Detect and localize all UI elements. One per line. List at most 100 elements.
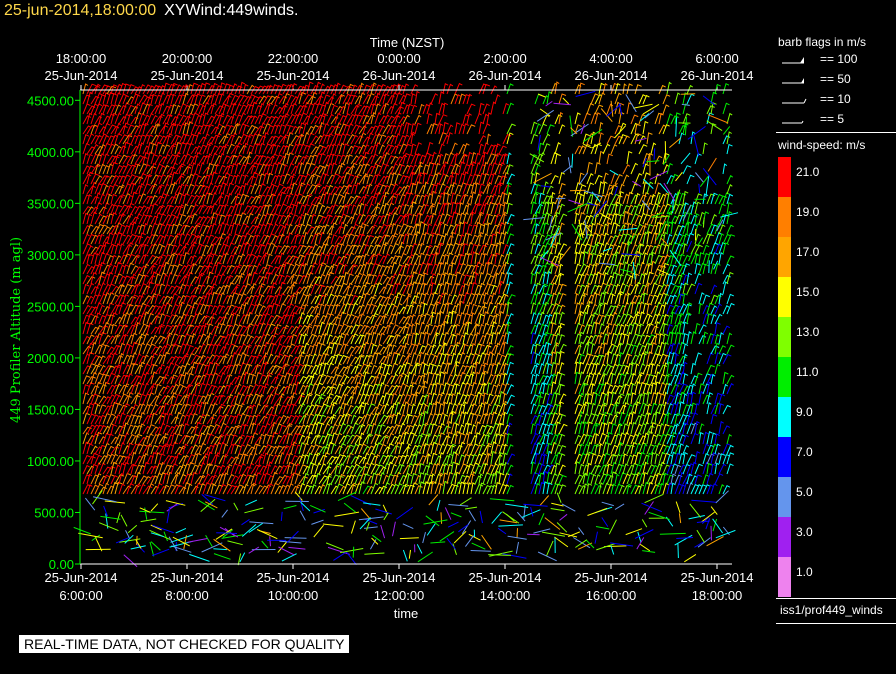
wind-barb: [270, 162, 278, 175]
wind-barb: [290, 292, 297, 305]
wind-barb: [226, 213, 233, 225]
wind-barb: [346, 363, 353, 375]
wind-barb: [306, 364, 314, 375]
wind-barb: [590, 342, 596, 355]
wind-barb: [354, 436, 363, 445]
wind-barb: [246, 335, 254, 345]
wind-barb: [338, 473, 346, 485]
wind-barb: [246, 144, 253, 155]
wind-barb: [166, 285, 176, 295]
wind-barb: [310, 165, 319, 175]
wind-barb: [134, 176, 144, 185]
wind-barb: [362, 303, 372, 315]
wind-barb: [90, 414, 99, 425]
wind-barb: [178, 464, 187, 475]
wind-barb: [326, 84, 335, 95]
wind-barb: [322, 235, 332, 245]
wind-barb: [94, 223, 104, 235]
wind-barb: [230, 352, 237, 365]
wind-barb: [146, 304, 156, 315]
wind-barb: [386, 244, 394, 255]
wind-barb: [310, 444, 319, 455]
wind-barb: [238, 174, 246, 185]
wind-barb: [146, 281, 154, 295]
wind-barb: [142, 133, 150, 145]
wind-barb: [462, 221, 468, 235]
wind-barb: [242, 324, 252, 335]
wind-barb: [202, 335, 211, 345]
wind-barb: [194, 382, 202, 395]
wind-barb: [278, 293, 286, 305]
wind-barb: [290, 255, 299, 265]
wind-barb: [106, 323, 114, 335]
wind-barb: [530, 332, 536, 345]
wind-barb: [502, 443, 508, 455]
wind-barb: [262, 242, 271, 255]
wind-barb: [170, 314, 179, 325]
wind-barb: [550, 412, 558, 425]
wind-barb: [310, 243, 318, 255]
wind-barb: [210, 82, 218, 95]
wind-barb: [94, 454, 103, 465]
wind-barb: [454, 82, 463, 95]
wind-barb: [386, 144, 394, 155]
wind-barb: [94, 103, 103, 115]
wind-barb: [558, 423, 568, 435]
wind-barb: [146, 85, 155, 95]
wind-barb: [274, 193, 282, 205]
wind-barb: [182, 304, 192, 315]
wind-barb: [382, 93, 390, 105]
bottom-tick-date: 25-Jun-2014: [681, 570, 754, 585]
wind-barb: [138, 224, 146, 235]
wind-barb: [298, 223, 306, 235]
wind-barb: [534, 232, 542, 245]
wind-barb: [214, 254, 224, 265]
wind-barb: [314, 324, 322, 335]
wind-barb: [106, 232, 114, 245]
wind-barb: [390, 324, 399, 335]
wind-barb: [346, 264, 356, 275]
wind-barb: [242, 435, 252, 445]
wind-barb: [322, 353, 330, 365]
wind-barb: [346, 426, 355, 435]
wind-barb: [182, 252, 190, 265]
wind-barb: [378, 115, 387, 125]
wind-barb: [342, 102, 350, 115]
wind-barb: [306, 452, 313, 465]
wind-barb: [358, 273, 366, 285]
wind-barb: [194, 324, 203, 335]
wind-barb: [110, 323, 118, 335]
wind-barb: [542, 133, 551, 145]
wind-barb: [146, 173, 153, 185]
wind-barb: [222, 395, 232, 405]
wind-barb: [254, 372, 262, 385]
wind-barb: [90, 103, 99, 115]
wind-barb: [358, 243, 367, 255]
wind-barb: [274, 134, 283, 145]
wind-barb: [230, 163, 238, 175]
wind-barb: [258, 415, 268, 425]
wind-barb: [250, 335, 260, 345]
wind-barb: [250, 255, 258, 265]
wind-barb: [250, 95, 259, 105]
wind-barb: [82, 353, 90, 365]
wind-barb: [530, 133, 538, 145]
wind-barb: [234, 202, 242, 215]
wind-barb: [94, 431, 103, 445]
wind-barb: [226, 154, 237, 165]
wind-barb: [306, 112, 314, 125]
wind-barb: [286, 212, 294, 225]
wind-barb: [374, 473, 382, 485]
wind-barb: [174, 141, 182, 155]
wind-barb: [234, 424, 242, 435]
wind-barb: [334, 193, 343, 205]
wind-barb: [366, 262, 374, 275]
wind-barb: [106, 203, 115, 215]
wind-barb: [210, 283, 218, 295]
wind-barb: [490, 292, 496, 305]
wind-barb: [106, 85, 117, 95]
wind-barb: [258, 155, 267, 165]
wind-barb: [194, 216, 203, 225]
wind-barb: [202, 244, 209, 255]
wind-barb: [118, 134, 129, 145]
